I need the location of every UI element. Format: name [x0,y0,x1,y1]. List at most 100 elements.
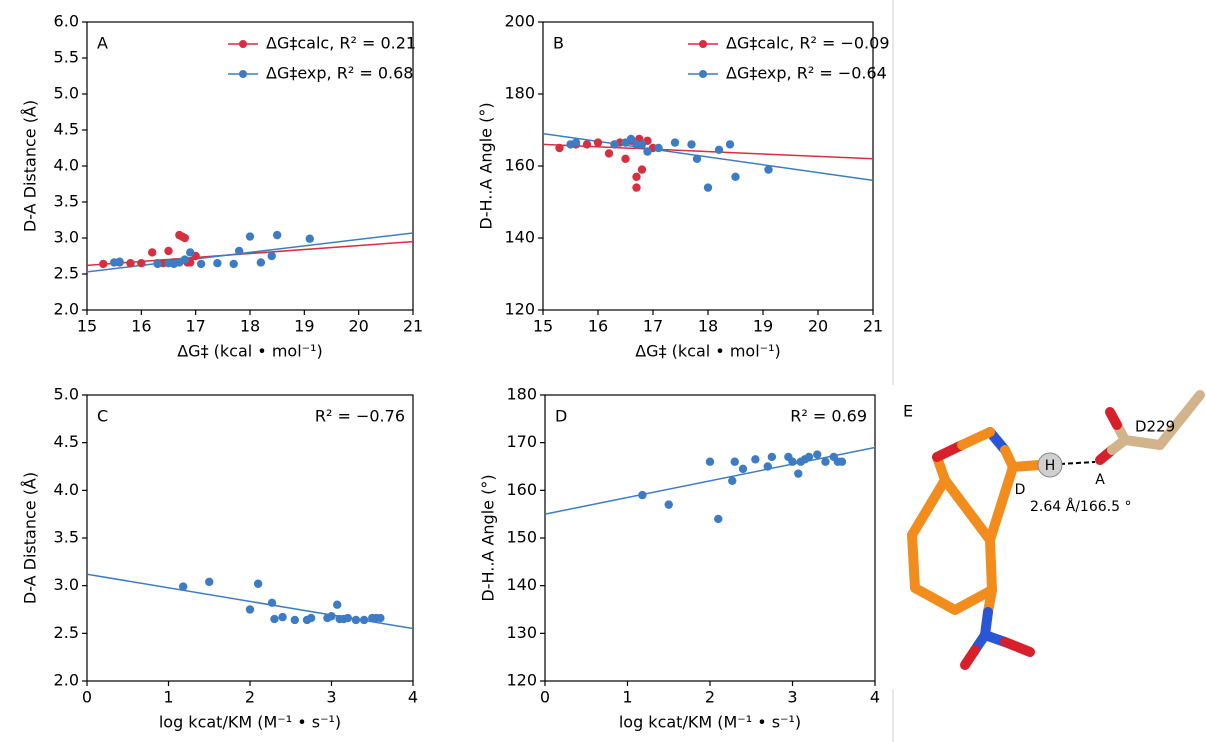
point [230,260,238,268]
y-axis-label: D-H..A Angle (°) [479,474,498,601]
y-tick-label: 2.0 [54,300,79,319]
point [327,612,335,620]
x-tick-label: 2 [245,688,255,707]
point [813,450,821,458]
y-tick-label: 2.0 [54,671,79,690]
point [137,259,145,267]
point [638,140,646,148]
point [278,613,286,621]
y-tick-label: 3.5 [54,528,79,547]
legend-marker [699,70,707,78]
point [728,477,736,485]
bond [962,432,990,445]
y-axis-label: D-A Distance (Å) [21,472,40,604]
x-tick-label: 17 [643,317,663,336]
point [704,183,712,191]
point [307,614,315,622]
y-tick-label: 140 [506,575,537,594]
annotation: R² = 0.69 [790,407,867,426]
point [257,258,265,266]
point [148,248,156,256]
y-tick-label: 2.5 [54,264,79,283]
fit-line [545,447,875,514]
bond [1005,642,1030,652]
measurement: 2.64 Å/166.5 ° [1030,498,1131,515]
hbond [1060,462,1095,464]
point [731,458,739,466]
panel-letter: B [553,34,564,53]
x-tick-label: 20 [348,317,368,336]
point [246,605,254,613]
point [768,453,776,461]
panel-letter: A [97,34,108,53]
point [99,260,107,268]
point [270,615,278,623]
point [153,260,161,268]
y-tick-label: 130 [506,623,537,642]
point [186,248,194,256]
legend-marker [239,40,247,48]
atom-label: D229 [1135,418,1175,436]
legend-marker [239,70,247,78]
point [306,235,314,243]
y-tick-label: 120 [504,300,535,319]
point [583,140,591,148]
point [164,247,172,255]
x-tick-label: 18 [698,317,718,336]
x-tick-label: 21 [403,317,423,336]
point [181,255,189,263]
y-tick-label: 140 [504,228,535,247]
point [764,462,772,470]
point [706,458,714,466]
plot-frame [545,395,875,681]
x-tick-label: 21 [863,317,883,336]
x-tick-label: 1 [163,688,173,707]
point [605,149,613,157]
point [376,614,384,622]
point [268,252,276,260]
point [643,147,651,155]
x-tick-label: 17 [185,317,205,336]
point [254,580,262,588]
point [794,469,802,477]
x-tick-label: 16 [588,317,608,336]
x-tick-label: 15 [533,317,553,336]
x-tick-label: 16 [131,317,151,336]
bond [1110,412,1117,425]
point [687,140,695,148]
legend-label: ΔG‡calc, R² = −0.09 [726,34,890,53]
x-tick-label: 3 [787,688,797,707]
atom-label: D [1015,482,1026,498]
y-tick-label: 170 [506,432,537,451]
point [788,458,796,466]
x-axis-label: log kcat/KM (M⁻¹ • s⁻¹) [159,713,341,732]
legend-label: ΔG‡exp, R² = 0.68 [266,64,413,83]
point [693,155,701,163]
point [273,231,281,239]
x-tick-label: 19 [753,317,773,336]
point [621,155,629,163]
x-tick-label: 3 [326,688,336,707]
y-tick-label: 3.5 [54,192,79,211]
point [654,144,662,152]
point [838,458,846,466]
y-tick-label: 150 [506,528,537,547]
x-axis-label: ΔG‡ (kcal • mol⁻¹) [635,342,781,361]
point [627,135,635,143]
x-tick-label: 0 [82,688,92,707]
y-tick-label: 4.0 [54,480,79,499]
point [126,259,134,267]
plot-frame [87,395,413,681]
point [714,515,722,523]
y-tick-label: 160 [506,480,537,499]
point [333,601,341,609]
point [726,140,734,148]
point [344,614,352,622]
point [291,616,299,624]
point [170,260,178,268]
y-tick-label: 200 [504,12,535,31]
y-tick-label: 5.0 [54,385,79,404]
point [205,578,213,586]
y-tick-label: 180 [506,385,537,404]
point [821,458,829,466]
